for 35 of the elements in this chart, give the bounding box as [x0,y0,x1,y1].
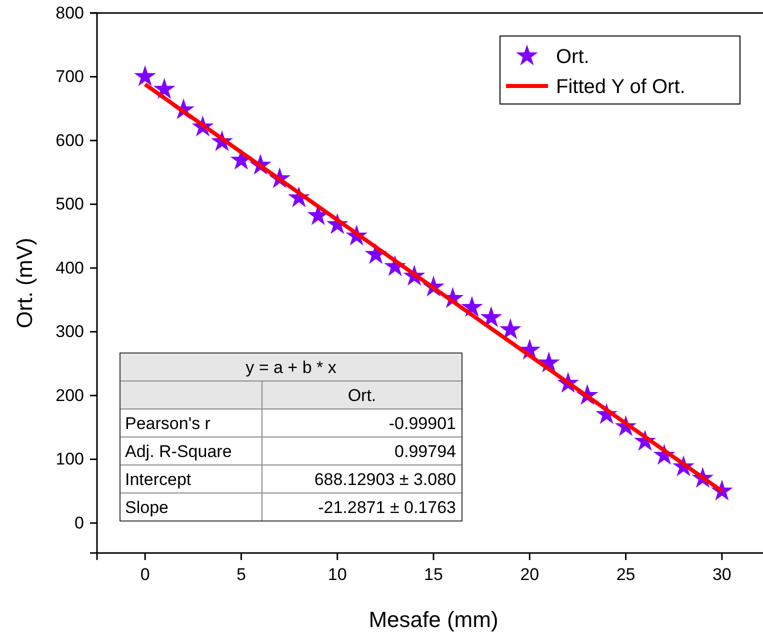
annotation: 688.12903 ± 3.080 [314,470,456,489]
x-tick-label: 20 [520,565,540,584]
x-tick-label: 0 [140,565,150,584]
x-tick-label: 5 [236,565,246,584]
y-tick-label: 400 [56,258,84,278]
y-tick-label: 700 [56,67,84,86]
legend-label: Fitted Y of Ort. [556,76,686,98]
y-tick-label: 300 [56,322,84,342]
x-tick-label: 30 [712,565,732,584]
annotation: Slope [125,498,168,517]
annotation: 0.99794 [394,442,456,461]
x-tick-label: 15 [424,565,443,584]
annotation: y = a + b * x [246,358,337,377]
y-tick-label: 800 [56,3,84,22]
y-tick-label: 600 [56,130,84,150]
x-tick-label: 25 [616,565,636,584]
legend-label: Ort. [556,46,590,68]
annotation: Intercept [125,470,192,489]
point [480,306,502,328]
x-axis-title: Mesafe (mm) [368,607,498,632]
annotation: Pearson's r [125,414,211,433]
annotation: Ort. [348,386,376,405]
y-axis-title: Ort. (mV) [12,238,37,328]
y-tick-label: 200 [56,386,84,405]
annotation: -21.2871 ± 0.1763 [318,498,456,517]
annotation: -0.99901 [388,414,456,433]
y-tick-label: 100 [56,450,84,469]
y-tick-label: 500 [56,194,84,214]
point [134,65,156,86]
point [460,296,483,317]
point [153,78,176,99]
point [499,318,522,340]
y-tick-label: 0 [74,513,84,532]
x-tick-label: 10 [328,565,347,584]
annotation: Adj. R-Square [125,442,232,461]
